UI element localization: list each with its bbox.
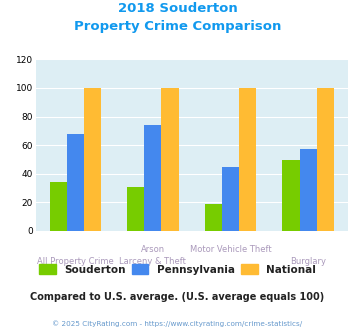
Bar — [162, 88, 179, 231]
Bar — [300, 149, 317, 231]
Bar — [50, 182, 67, 231]
Text: Motor Vehicle Theft: Motor Vehicle Theft — [190, 245, 271, 254]
Bar — [127, 187, 144, 231]
Text: Burglary: Burglary — [290, 257, 326, 266]
Bar — [222, 167, 239, 231]
Bar — [205, 204, 222, 231]
Text: © 2025 CityRating.com - https://www.cityrating.com/crime-statistics/: © 2025 CityRating.com - https://www.city… — [53, 320, 302, 327]
Legend: Souderton, Pennsylvania, National: Souderton, Pennsylvania, National — [39, 264, 316, 275]
Text: Arson: Arson — [141, 245, 165, 254]
Text: All Property Crime: All Property Crime — [37, 257, 114, 266]
Text: Property Crime Comparison: Property Crime Comparison — [74, 20, 281, 33]
Text: Compared to U.S. average. (U.S. average equals 100): Compared to U.S. average. (U.S. average … — [31, 292, 324, 302]
Bar — [67, 134, 84, 231]
Bar — [317, 88, 334, 231]
Bar — [283, 159, 300, 231]
Text: Larceny & Theft: Larceny & Theft — [120, 257, 186, 266]
Text: 2018 Souderton: 2018 Souderton — [118, 2, 237, 15]
Bar — [144, 125, 162, 231]
Bar — [84, 88, 101, 231]
Bar — [239, 88, 256, 231]
